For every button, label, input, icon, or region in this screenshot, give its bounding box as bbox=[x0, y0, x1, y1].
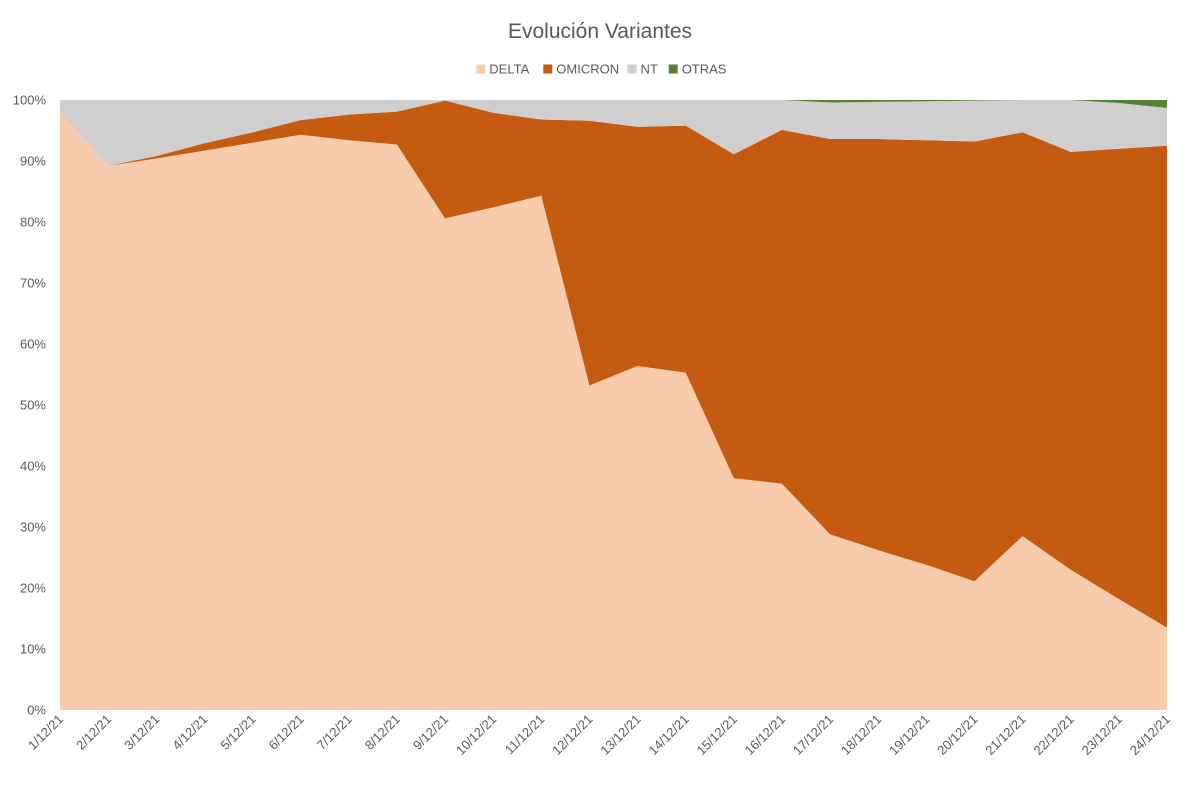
legend-label-nt: NT bbox=[641, 62, 658, 77]
y-tick-label: 80% bbox=[20, 215, 46, 230]
area-delta bbox=[60, 112, 1167, 710]
x-tick-label: 16/12/21 bbox=[742, 712, 788, 758]
legend-swatch-nt bbox=[627, 64, 637, 74]
chart-title: Evolución Variantes bbox=[508, 20, 692, 43]
x-tick-label: 13/12/21 bbox=[597, 712, 643, 758]
y-tick-label: 50% bbox=[20, 398, 46, 413]
x-tick-label: 14/12/21 bbox=[645, 712, 691, 758]
x-tick-label: 24/12/21 bbox=[1127, 712, 1173, 758]
x-tick-label: 18/12/21 bbox=[838, 712, 884, 758]
x-tick-label: 3/12/21 bbox=[121, 712, 162, 753]
x-tick-label: 9/12/21 bbox=[410, 712, 451, 753]
x-tick-label: 17/12/21 bbox=[790, 712, 836, 758]
x-tick-label: 23/12/21 bbox=[1079, 712, 1125, 758]
x-tick-label: 6/12/21 bbox=[265, 712, 306, 753]
x-tick-label: 4/12/21 bbox=[169, 712, 210, 753]
legend-swatch-delta bbox=[476, 64, 486, 74]
y-tick-label: 60% bbox=[20, 337, 46, 352]
legend-label-omicron: OMICRON bbox=[556, 62, 619, 77]
legend-swatch-omicron bbox=[543, 64, 553, 74]
y-tick-label: 20% bbox=[20, 581, 46, 596]
y-axis: 0% 10% 20% 30% 40% 50% 60% 70% 80% 90% 100% bbox=[13, 93, 47, 718]
x-tick-label: 1/12/21 bbox=[25, 712, 66, 753]
x-tick-label: 22/12/21 bbox=[1030, 712, 1076, 758]
area-nt bbox=[60, 100, 1167, 166]
x-tick-label: 20/12/21 bbox=[934, 712, 980, 758]
y-tick-label: 30% bbox=[20, 520, 46, 535]
y-tick-label: 100% bbox=[13, 93, 47, 108]
x-tick-label: 19/12/21 bbox=[886, 712, 932, 758]
y-tick-label: 0% bbox=[27, 703, 46, 718]
x-tick-label: 15/12/21 bbox=[694, 712, 740, 758]
x-tick-label: 2/12/21 bbox=[73, 712, 114, 753]
x-tick-label: 11/12/21 bbox=[502, 712, 548, 758]
legend: DELTA OMICRON NT OTRAS bbox=[476, 62, 727, 77]
x-tick-label: 5/12/21 bbox=[217, 712, 258, 753]
x-tick-label: 10/12/21 bbox=[453, 712, 499, 758]
area-omicron bbox=[60, 100, 1167, 628]
x-tick-label: 7/12/21 bbox=[314, 712, 355, 753]
y-tick-label: 90% bbox=[20, 154, 46, 169]
x-tick-label: 8/12/21 bbox=[362, 712, 403, 753]
y-tick-label: 70% bbox=[20, 276, 46, 291]
x-tick-label: 12/12/21 bbox=[549, 712, 595, 758]
y-tick-label: 10% bbox=[20, 642, 46, 657]
y-tick-label: 40% bbox=[20, 459, 46, 474]
legend-label-delta: DELTA bbox=[489, 62, 529, 77]
legend-swatch-otras bbox=[668, 64, 678, 74]
plot-areas bbox=[60, 100, 1167, 710]
x-tick-label: 21/12/21 bbox=[982, 712, 1028, 758]
x-axis: 1/12/21 2/12/21 3/12/21 4/12/21 5/12/21 6/12/… bbox=[25, 712, 1173, 758]
legend-label-otras: OTRAS bbox=[682, 62, 727, 77]
